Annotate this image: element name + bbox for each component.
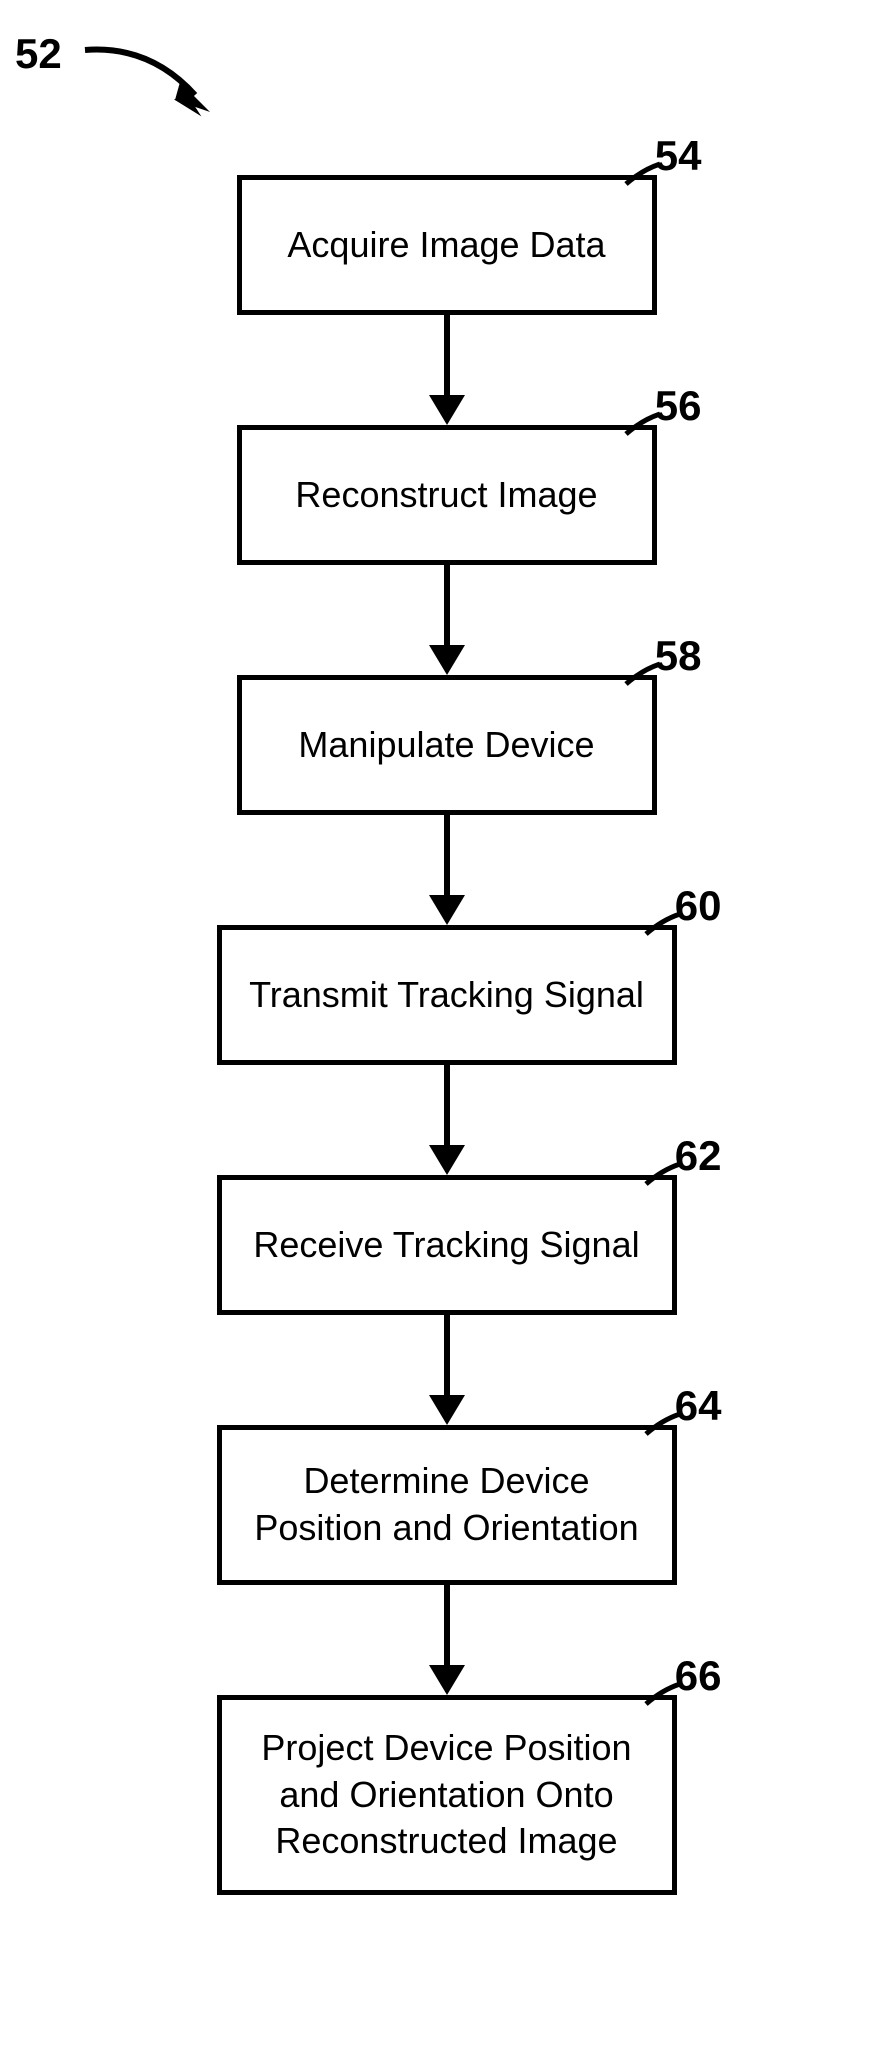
arrow-head-icon <box>429 1395 465 1425</box>
label-tick-icon <box>644 1680 684 1710</box>
flow-box-text-transmit: Transmit Tracking Signal <box>249 972 644 1019</box>
flow-box-reconstruct: Reconstruct Image56 <box>237 425 657 565</box>
flow-box-text-acquire: Acquire Image Data <box>287 222 605 269</box>
flow-box-determine: Determine DevicePosition and Orientation… <box>217 1425 677 1585</box>
flow-box-text-project: Project Device Positionand Orientation O… <box>261 1725 631 1865</box>
curved-arrow-icon <box>75 40 235 130</box>
arrow-line-icon <box>444 1065 450 1145</box>
flowchart: Acquire Image Data54 Reconstruct Image56 M… <box>217 175 677 1895</box>
main-label: 52 <box>15 30 62 78</box>
flow-box-text-determine: Determine DevicePosition and Orientation <box>254 1458 638 1552</box>
flow-arrow-4 <box>429 1315 465 1425</box>
label-tick-icon <box>644 1160 684 1190</box>
arrow-head-icon <box>429 895 465 925</box>
arrow-line-icon <box>444 815 450 895</box>
arrow-head-icon <box>429 1145 465 1175</box>
flow-box-text-manipulate: Manipulate Device <box>298 722 594 769</box>
arrow-line-icon <box>444 315 450 395</box>
flow-box-project: Project Device Positionand Orientation O… <box>217 1695 677 1895</box>
flow-arrow-5 <box>429 1585 465 1695</box>
flow-box-transmit: Transmit Tracking Signal60 <box>217 925 677 1065</box>
flow-box-text-reconstruct: Reconstruct Image <box>295 472 597 519</box>
arrow-line-icon <box>444 565 450 645</box>
arrow-head-icon <box>429 645 465 675</box>
label-tick-icon <box>644 1410 684 1440</box>
flow-box-receive: Receive Tracking Signal62 <box>217 1175 677 1315</box>
label-tick-icon <box>644 910 684 940</box>
flow-arrow-3 <box>429 1065 465 1175</box>
flow-arrow-2 <box>429 815 465 925</box>
flow-box-manipulate: Manipulate Device58 <box>237 675 657 815</box>
label-tick-icon <box>624 660 664 690</box>
flow-arrow-1 <box>429 565 465 675</box>
label-tick-icon <box>624 410 664 440</box>
flow-box-acquire: Acquire Image Data54 <box>237 175 657 315</box>
flow-box-text-receive: Receive Tracking Signal <box>253 1222 639 1269</box>
label-tick-icon <box>624 160 664 190</box>
arrow-head-icon <box>429 395 465 425</box>
arrow-line-icon <box>444 1315 450 1395</box>
arrow-head-icon <box>429 1665 465 1695</box>
flow-arrow-0 <box>429 315 465 425</box>
arrow-line-icon <box>444 1585 450 1665</box>
